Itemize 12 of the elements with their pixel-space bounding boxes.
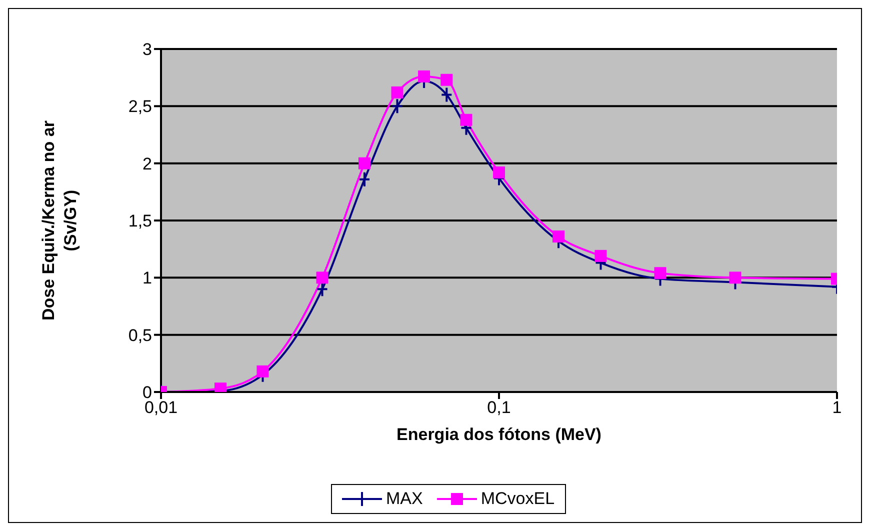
y-tick-label: 2,5 [128, 97, 152, 116]
y-tick-label: 1,5 [128, 212, 152, 231]
y-axis-title: Dose Equiv./Kerma no ar (Sv/GY) [39, 120, 80, 320]
legend-label: MAX [385, 489, 423, 509]
legend-label: MCvoxEL [480, 489, 555, 509]
x-tick-label: 0,1 [487, 398, 511, 418]
y-tick-label: 1 [142, 268, 152, 288]
x-tick-label: 1 [832, 398, 842, 418]
y-tick-label: 3 [142, 40, 152, 60]
y-tick-label: 0,5 [128, 326, 152, 345]
x-axis-title: Energia dos fótons (MeV) [396, 425, 602, 444]
y-tick-label: 2 [142, 154, 152, 174]
